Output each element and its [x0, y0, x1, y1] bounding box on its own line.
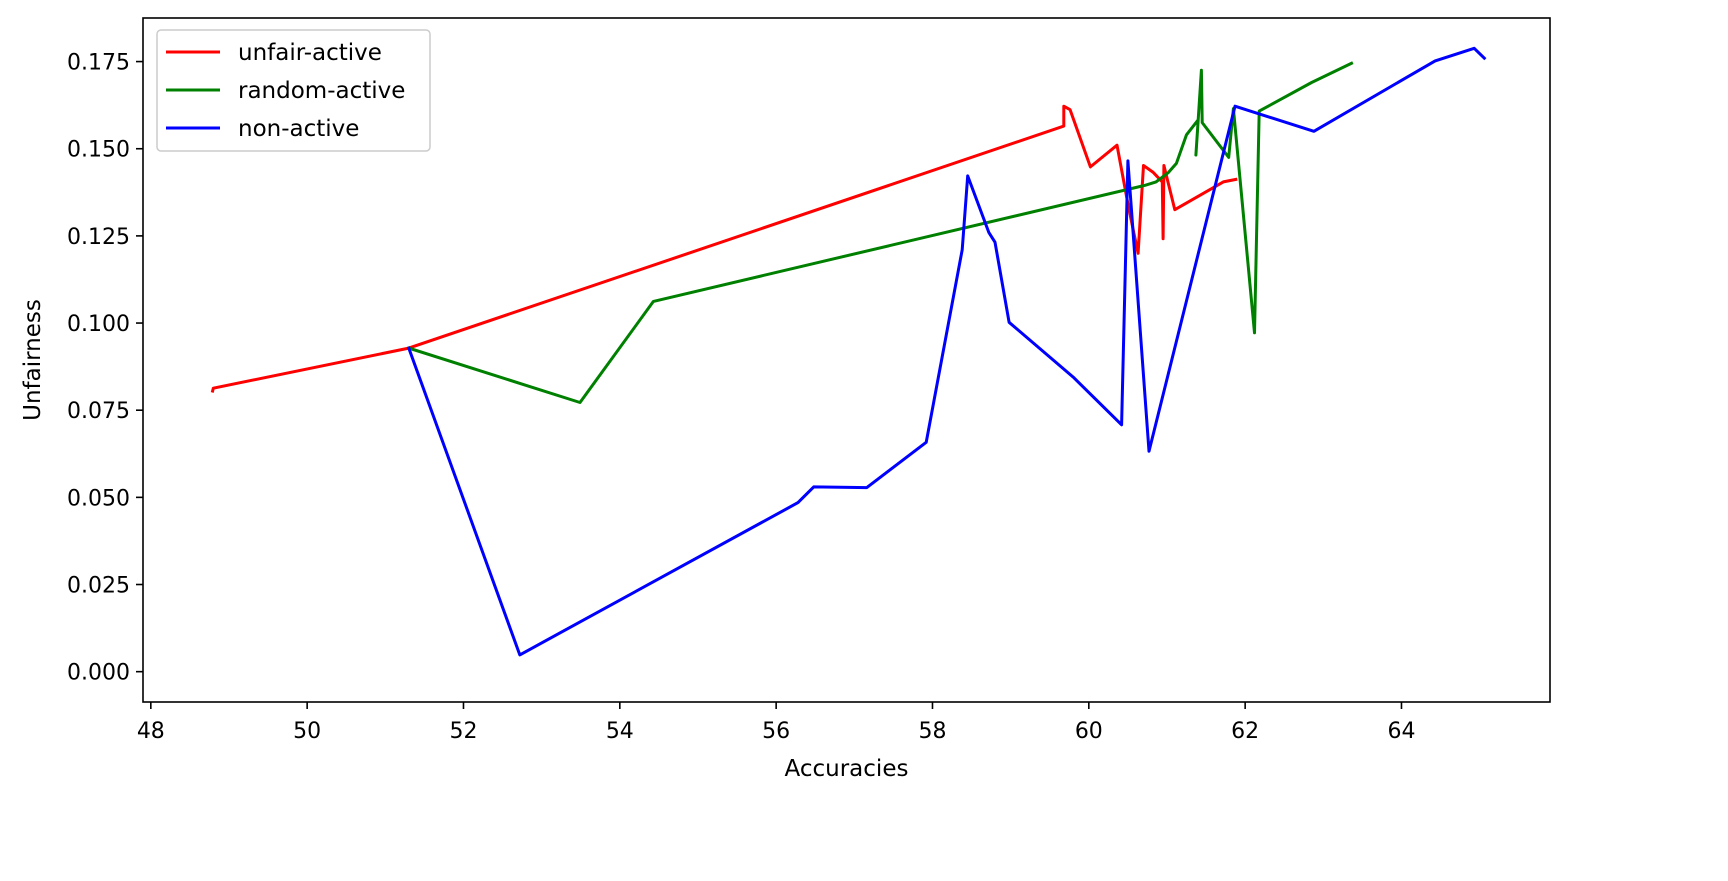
- y-tick-label: 0.075: [67, 399, 130, 424]
- y-tick-label: 0.050: [67, 486, 130, 511]
- plot-area: [210, 46, 1487, 657]
- y-tick-label: 0.000: [67, 661, 130, 686]
- x-tick-label: 64: [1387, 719, 1415, 744]
- x-tick-label: 62: [1231, 719, 1259, 744]
- x-axis-label: Accuracies: [785, 756, 909, 782]
- x-tick-label: 58: [918, 719, 946, 744]
- x-tick-label: 54: [606, 719, 634, 744]
- x-tick-label: 60: [1075, 719, 1103, 744]
- legend-label-random-active: random-active: [238, 78, 405, 104]
- y-axis-label: Unfairness: [20, 299, 46, 421]
- y-axis: 0.000 0.025 0.050 0.075 0.100 0.125 0.150 0.175: [67, 51, 143, 686]
- legend: unfair-active random-active non-active: [156, 29, 431, 152]
- y-tick-label: 0.100: [67, 312, 130, 337]
- x-tick-label: 48: [137, 719, 165, 744]
- legend-label-unfair-active: unfair-active: [238, 40, 382, 66]
- x-tick-label: 52: [449, 719, 477, 744]
- series-line-non-active: [406, 46, 1487, 657]
- x-axis: 48 50 52 54 56 58 60 62 64: [137, 702, 1415, 744]
- legend-box: [156, 29, 431, 152]
- series-line-random-active: [406, 61, 1354, 404]
- x-tick-label: 56: [762, 719, 790, 744]
- y-tick-label: 0.125: [67, 225, 130, 250]
- plot-frame: [142, 17, 1551, 703]
- y-tick-label: 0.025: [67, 574, 130, 599]
- y-tick-label: 0.150: [67, 138, 130, 163]
- x-tick-label: 50: [293, 719, 321, 744]
- y-tick-label: 0.175: [67, 51, 130, 76]
- legend-label-non-active: non-active: [238, 116, 359, 142]
